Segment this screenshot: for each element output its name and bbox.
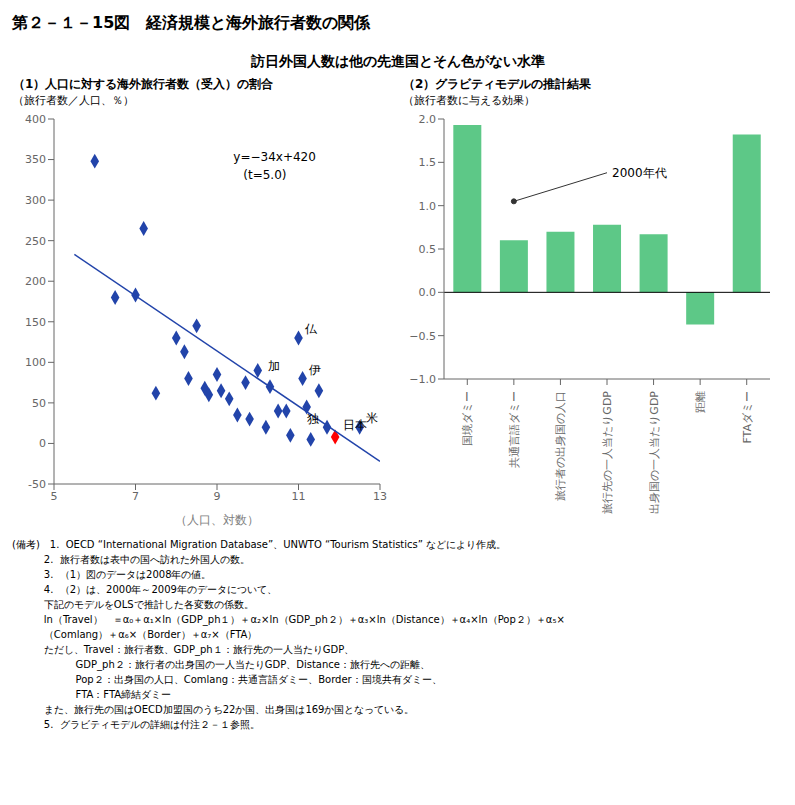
html-text:Pop２：出身国の人口、Comlang：共通言語ダミー、Bo: Pop２：出身国の人口、Comlang：共通言語ダミー、Border：国境共有ダ… xyxy=(12,674,442,685)
svg-text:伊: 伊 xyxy=(309,363,321,377)
html-text:（2）グラビティモデルの推計結果: （2）グラビティモデルの推計結果 xyxy=(403,77,592,91)
html-text:2. 旅行者数は表中の国へ訪れた外国人の数。: 2. 旅行者数は表中の国へ訪れた外国人の数。 xyxy=(12,554,250,565)
html-text:4. （2）は、2000年～2009年のデータについて、: 4. （2）は、2000年～2009年のデータについて、 xyxy=(12,584,277,595)
svg-text:2000年代: 2000年代 xyxy=(612,166,667,180)
svg-text:2.0: 2.0 xyxy=(419,113,437,126)
svg-text:9: 9 xyxy=(214,490,221,503)
svg-text:400: 400 xyxy=(25,113,46,126)
svg-text:250: 250 xyxy=(25,235,46,248)
svg-text:−0.5: −0.5 xyxy=(409,330,436,343)
svg-text:旅行先の一人当たりGDP: 旅行先の一人当たりGDP xyxy=(601,391,614,514)
svg-text:旅行者の出身国の人口: 旅行者の出身国の人口 xyxy=(554,391,567,501)
html-text:3. （1）図のデータは2008年の値。: 3. （1）図のデータは2008年の値。 xyxy=(12,569,212,580)
html-text:ただし、Travel：旅行者数、GDP_ph１：旅行先の一人: ただし、Travel：旅行者数、GDP_ph１：旅行先の一人当たりGDP、 xyxy=(12,644,355,655)
svg-text:共通言語ダミー: 共通言語ダミー xyxy=(508,391,521,468)
svg-text:300: 300 xyxy=(25,194,46,207)
svg-text:200: 200 xyxy=(25,275,46,288)
svg-text:（人口、対数）: （人口、対数） xyxy=(175,513,259,527)
html-text:FTA：FTA締結ダミー: FTA：FTA締結ダミー xyxy=(12,689,172,700)
svg-text:仏: 仏 xyxy=(304,322,318,336)
svg-text:0.5: 0.5 xyxy=(419,243,437,256)
svg-text:距離: 距離 xyxy=(694,391,707,413)
html-text:訪日外国人数は他の先進国とそん色がない水準: 訪日外国人数は他の先進国とそん色がない水準 xyxy=(250,53,545,69)
svg-text:-50: -50 xyxy=(28,478,46,491)
html-text:ln（Travel） ＝α₀＋α₁×ln（GDP_ph１）＋: ln（Travel） ＝α₀＋α₁×ln（GDP_ph１）＋α₂×ln（GDP_… xyxy=(12,614,565,625)
svg-text:50: 50 xyxy=(32,397,46,410)
html-text:（1）人口に対する海外旅行者数（受入）の割合: （1）人口に対する海外旅行者数（受入）の割合 xyxy=(13,77,274,91)
svg-text:国境ダミー: 国境ダミー xyxy=(461,391,474,446)
svg-text:1.0: 1.0 xyxy=(419,200,437,213)
svg-text:−1.0: −1.0 xyxy=(409,373,436,386)
svg-text:米: 米 xyxy=(366,411,378,425)
svg-text:5: 5 xyxy=(51,490,58,503)
svg-text:出身国の一人当たりGDP: 出身国の一人当たりGDP xyxy=(648,391,661,514)
svg-text:150: 150 xyxy=(25,316,46,329)
html-text:（旅行者数に与える効果）: （旅行者数に与える効果） xyxy=(403,94,535,107)
svg-text:100: 100 xyxy=(25,356,46,369)
html-text:(t=5.0): (t=5.0) xyxy=(243,168,287,183)
html-text:5. グラビティモデルの詳細は付注２－１参照。: 5. グラビティモデルの詳細は付注２－１参照。 xyxy=(12,719,260,730)
svg-text:1.5: 1.5 xyxy=(419,156,437,169)
svg-text:0.0: 0.0 xyxy=(419,286,437,299)
html-text:（Comlang）＋α₆×（Border）＋α₇×（FTA）: （Comlang）＋α₆×（Border）＋α₇×（FTA） xyxy=(12,629,258,640)
svg-text:350: 350 xyxy=(25,153,46,166)
html-text:下記のモデルをOLSで推計した各変数の係数。: 下記のモデルをOLSで推計した各変数の係数。 xyxy=(12,599,254,610)
svg-text:独: 独 xyxy=(307,412,319,426)
svg-text:13: 13 xyxy=(373,490,387,503)
html-text:また、旅行先の国はOECD加盟国のうち22か国、出身国は16: また、旅行先の国はOECD加盟国のうち22か国、出身国は169か国となっている。 xyxy=(12,704,415,715)
svg-text:加: 加 xyxy=(268,359,280,373)
svg-text:11: 11 xyxy=(292,490,306,503)
html-text:(備考) 1. OECD “International Mi: (備考) 1. OECD “International Migration Da… xyxy=(12,539,507,550)
svg-text:FTAダミー: FTAダミー xyxy=(741,391,754,444)
svg-text:0: 0 xyxy=(39,437,46,450)
html-text:（旅行者数／人口、％）: （旅行者数／人口、％） xyxy=(13,94,134,107)
svg-text:7: 7 xyxy=(132,490,139,503)
html-text:GDP_ph２：旅行者の出身国の一人当たりGDP、Dista: GDP_ph２：旅行者の出身国の一人当たりGDP、Distance：旅行先への距… xyxy=(12,659,430,670)
html-text:y=−34x+420: y=−34x+420 xyxy=(233,150,316,165)
html-text:第２－１－15図 経済規模と海外旅行者数の関係: 第２－１－15図 経済規模と海外旅行者数の関係 xyxy=(12,12,371,32)
svg-text:日本: 日本 xyxy=(343,418,367,432)
